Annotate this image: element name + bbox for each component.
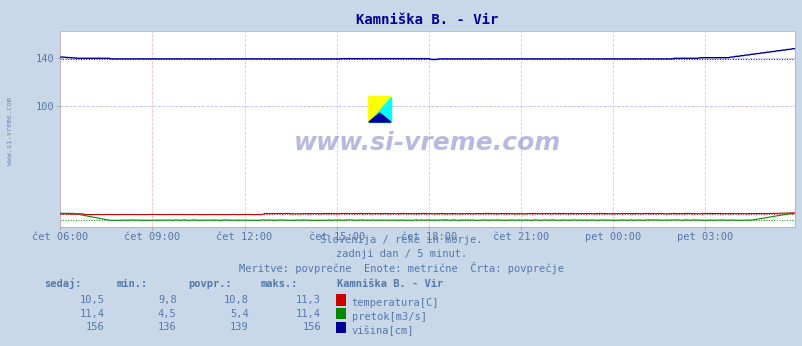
Text: višina[cm]: višina[cm]	[351, 325, 414, 336]
Text: 10,5: 10,5	[79, 295, 104, 305]
Text: 139: 139	[230, 322, 249, 333]
Text: temperatura[C]: temperatura[C]	[351, 298, 439, 308]
Text: 11,4: 11,4	[296, 309, 321, 319]
Text: 11,4: 11,4	[79, 309, 104, 319]
Text: 10,8: 10,8	[224, 295, 249, 305]
Polygon shape	[368, 97, 391, 122]
Text: min.:: min.:	[116, 279, 148, 289]
Text: 156: 156	[86, 322, 104, 333]
Text: 11,3: 11,3	[296, 295, 321, 305]
Text: 9,8: 9,8	[158, 295, 176, 305]
Polygon shape	[368, 113, 391, 122]
Text: sedaj:: sedaj:	[44, 278, 82, 289]
Text: Meritve: povprečne  Enote: metrične  Črta: povprečje: Meritve: povprečne Enote: metrične Črta:…	[239, 262, 563, 274]
Text: 4,5: 4,5	[158, 309, 176, 319]
Text: www.si-vreme.com: www.si-vreme.com	[294, 130, 561, 155]
Title: Kamniška B. - Vir: Kamniška B. - Vir	[356, 13, 498, 27]
Polygon shape	[368, 97, 391, 122]
Text: maks.:: maks.:	[261, 279, 298, 289]
Text: 5,4: 5,4	[230, 309, 249, 319]
Text: povpr.:: povpr.:	[188, 279, 232, 289]
Text: zadnji dan / 5 minut.: zadnji dan / 5 minut.	[335, 249, 467, 259]
Text: Slovenija / reke in morje.: Slovenija / reke in morje.	[320, 236, 482, 245]
Text: www.si-vreme.com: www.si-vreme.com	[7, 98, 14, 165]
Text: pretok[m3/s]: pretok[m3/s]	[351, 312, 426, 321]
Text: Kamniška B. - Vir: Kamniška B. - Vir	[337, 279, 443, 289]
Text: 136: 136	[158, 322, 176, 333]
Text: 156: 156	[302, 322, 321, 333]
